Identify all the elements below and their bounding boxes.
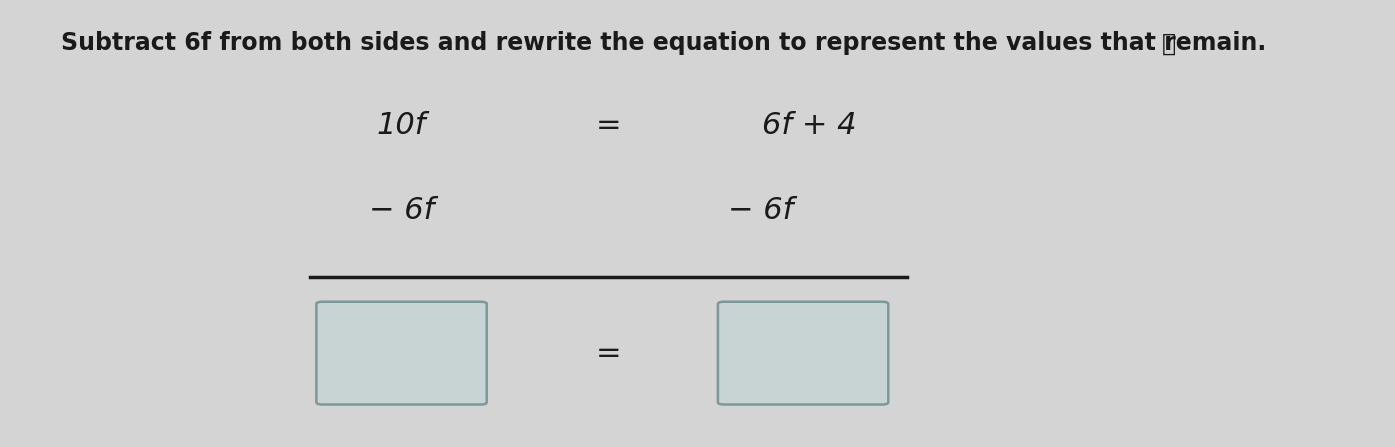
Text: − 6f: − 6f	[368, 196, 434, 224]
FancyBboxPatch shape	[718, 302, 889, 405]
Text: 10f: 10f	[377, 111, 427, 139]
Text: 6f + 4: 6f + 4	[762, 111, 857, 139]
Text: − 6f: − 6f	[728, 196, 794, 224]
FancyBboxPatch shape	[317, 302, 487, 405]
Text: 🔊: 🔊	[1162, 31, 1176, 55]
Text: Subtract 6f from both sides and rewrite the equation to represent the values tha: Subtract 6f from both sides and rewrite …	[61, 31, 1267, 55]
Text: =: =	[596, 111, 621, 139]
Text: =: =	[596, 339, 621, 367]
